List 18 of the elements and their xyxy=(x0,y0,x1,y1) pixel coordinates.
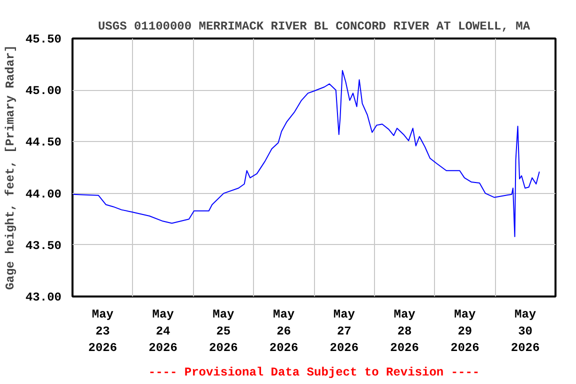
x-tick-label: May 25 2026 xyxy=(209,308,238,356)
y-tick-label: 43.00 xyxy=(25,290,62,304)
y-tick-label: 44.50 xyxy=(25,136,62,150)
x-tick-label: May 24 2026 xyxy=(148,308,178,356)
line-series xyxy=(72,70,540,238)
chart-title: USGS 01100000 MERRIMACK RIVER BL CONCORD RIVER AT LOWELL, MA xyxy=(98,20,531,34)
y-tick-label: 45.50 xyxy=(25,32,62,46)
y-axis-title: Gage height, feet, [Primary Radar] xyxy=(3,45,18,290)
y-tick-label: 44.00 xyxy=(25,187,62,202)
y-tick-label: 43.50 xyxy=(25,238,62,253)
x-tick-label: May 27 2026 xyxy=(330,308,359,356)
x-tick-label: May 23 2026 xyxy=(88,308,118,356)
y-tick-label: 45.00 xyxy=(25,84,62,98)
text: ---- Provisional Data Subject to Revision ---- xyxy=(148,366,480,380)
x-tick-label: May 28 2026 xyxy=(390,308,419,356)
x-tick-label: May 30 2026 xyxy=(510,308,540,356)
x-tick-label: May 29 2026 xyxy=(450,308,480,356)
x-tick-label: May 26 2026 xyxy=(269,308,298,356)
